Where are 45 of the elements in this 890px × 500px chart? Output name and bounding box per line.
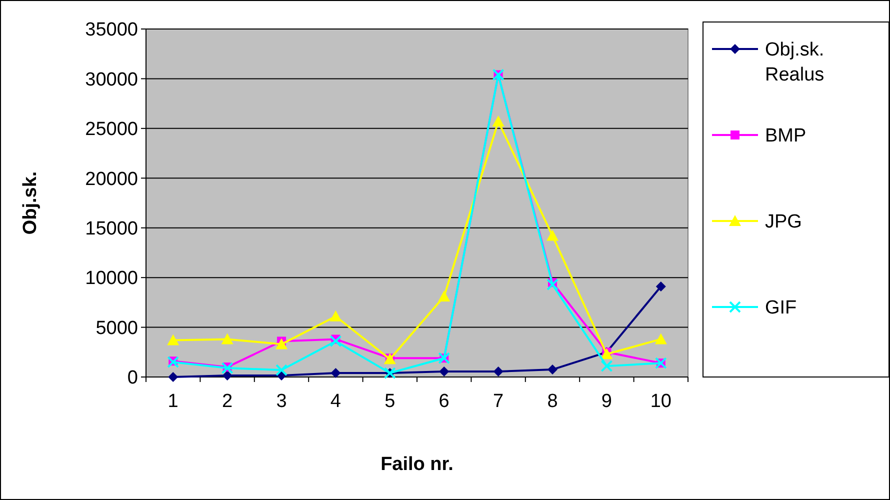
point: [438, 290, 450, 302]
point: [221, 333, 234, 344]
x-tick-label: 6: [438, 391, 450, 412]
point: [222, 370, 232, 381]
point: [439, 366, 450, 377]
y-tick-label: 30000: [85, 69, 138, 90]
y-tick-label: 5000: [96, 318, 138, 339]
legend-label: BMP: [765, 126, 806, 147]
point: [276, 364, 288, 376]
x-tick-label: 2: [222, 391, 233, 412]
x-tick-label: 1: [168, 391, 178, 412]
point: [168, 372, 178, 382]
y-tick-label: 20000: [85, 168, 138, 190]
point: [546, 230, 558, 241]
x-tick-label: 9: [601, 391, 612, 412]
x-tick-label: 5: [384, 391, 396, 412]
y-tick-label: 10000: [85, 268, 138, 290]
y-tick-label: 25000: [85, 119, 138, 140]
point: [654, 333, 667, 344]
x-tick-label: 10: [650, 391, 672, 412]
point: [600, 360, 613, 372]
y-tick-label: 35000: [85, 20, 138, 41]
y-tick-label: 0: [127, 368, 138, 389]
point: [330, 368, 341, 378]
x-tick-label: 7: [493, 391, 504, 412]
x-tick-label: 8: [547, 391, 558, 412]
point: [167, 334, 180, 346]
legend-label: JPG: [765, 212, 802, 233]
x-tick-label: 4: [330, 391, 342, 412]
point: [330, 335, 342, 348]
point: [656, 282, 666, 292]
point: [276, 338, 288, 350]
point: [546, 278, 558, 291]
point: [493, 366, 504, 377]
y-axis-title: Obj.sk.: [20, 171, 41, 235]
point: [167, 356, 180, 368]
x-axis-title: Failo nr.: [380, 454, 454, 475]
y-tick-label: 15000: [85, 218, 138, 240]
legend-label: GIF: [765, 298, 797, 319]
point: [221, 362, 234, 374]
point: [548, 364, 558, 375]
point: [492, 115, 504, 126]
legend-label: Obj.sk. Realus: [765, 40, 824, 86]
x-tick-label: 3: [276, 391, 287, 412]
point: [330, 310, 342, 322]
